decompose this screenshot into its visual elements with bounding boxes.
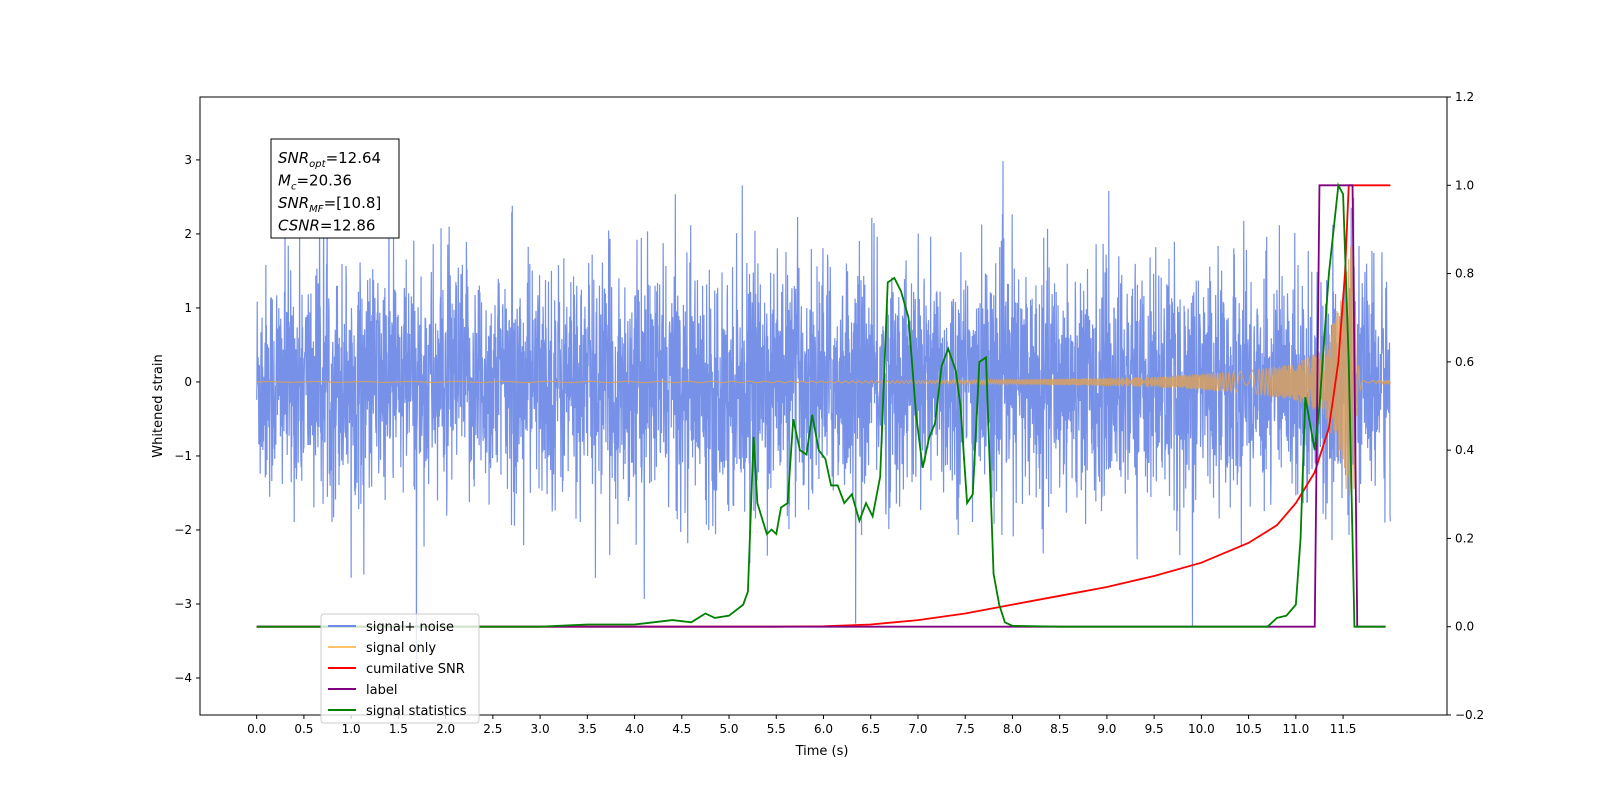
annotation-value: =12.86 bbox=[320, 217, 376, 235]
annotation-line: SNRopt=12.64 bbox=[278, 149, 381, 170]
annotation-frame bbox=[270, 138, 400, 239]
legend-label: signal only bbox=[366, 641, 436, 656]
x-tick-label: 1.0 bbox=[342, 722, 361, 736]
x-tick-label: 10.5 bbox=[1235, 722, 1262, 736]
y-right-tick-label: 1.2 bbox=[1455, 90, 1474, 104]
x-tick-label: 6.0 bbox=[814, 722, 833, 736]
annotation-line: SNRMF=[10.8] bbox=[278, 194, 381, 215]
y-right-tick-label: 0.8 bbox=[1455, 267, 1474, 281]
annotation-symbol: CSNR bbox=[278, 217, 320, 235]
x-tick-label: 8.0 bbox=[1003, 722, 1022, 736]
x-tick-label: 3.0 bbox=[531, 722, 550, 736]
x-tick-label: 2.0 bbox=[436, 722, 455, 736]
x-tick-label: 4.0 bbox=[625, 722, 644, 736]
annotation-value: =20.36 bbox=[296, 172, 352, 190]
series-line-signal-only bbox=[256, 244, 1391, 525]
x-tick-label: 4.5 bbox=[672, 722, 691, 736]
annotation-symbol: SNR bbox=[278, 194, 309, 212]
x-tick-label: 5.5 bbox=[767, 722, 786, 736]
legend-label: cumilative SNR bbox=[366, 662, 465, 677]
annotation-symbol: M bbox=[278, 172, 291, 190]
legend-label: label bbox=[366, 683, 397, 698]
annotation-value: =12.64 bbox=[326, 149, 382, 167]
y-axis-right: 1.2 1.0 0.8 0.6 0.4 0.2 0.0 −0.2 bbox=[1447, 90, 1484, 722]
x-tick-label: 0.5 bbox=[294, 722, 313, 736]
annotation-line: Mc=20.36 bbox=[278, 172, 352, 193]
y-left-tick-label: 1 bbox=[184, 301, 192, 315]
annotation-line: CSNR=12.86 bbox=[278, 217, 375, 235]
series-line-cumulative-snr bbox=[256, 184, 1391, 628]
annotation-subscript: MF bbox=[309, 204, 324, 215]
y-right-tick-label: 0.2 bbox=[1455, 531, 1474, 545]
x-tick-label: 9.5 bbox=[1145, 722, 1164, 736]
y-left-tick-label: 2 bbox=[184, 227, 192, 241]
legend-label: signal statistics bbox=[366, 704, 467, 719]
series-line-signal-noise bbox=[256, 161, 1391, 670]
x-tick-label: 5.0 bbox=[719, 722, 738, 736]
y-left-tick-label: 3 bbox=[184, 153, 192, 167]
x-tick-label: 7.5 bbox=[956, 722, 975, 736]
y-left-tick-label: 0 bbox=[184, 375, 192, 389]
x-tick-label: 6.5 bbox=[861, 722, 880, 736]
x-axis: 0.0 0.5 1.0 1.5 2.0 2.5 3.0 3.5 4.0 4.5 5.0 5.5 6.0 6… bbox=[247, 715, 1356, 736]
legend-label: signal+ noise bbox=[366, 620, 454, 635]
x-tick-label: 11.0 bbox=[1282, 722, 1309, 736]
y-left-tick-label: −4 bbox=[174, 671, 192, 685]
y-axis-left: 3 2 1 0 −1 −2 −3 −4 bbox=[174, 153, 200, 685]
y-right-tick-label: 0.4 bbox=[1455, 443, 1474, 457]
x-tick-label: 3.5 bbox=[578, 722, 597, 736]
legend: signal+ noise signal only cumilative SNR la… bbox=[320, 613, 480, 724]
annotation-value: =[10.8] bbox=[324, 194, 382, 212]
y-left-tick-label: −1 bbox=[174, 449, 192, 463]
y-right-tick-label: 0.0 bbox=[1455, 620, 1474, 634]
x-tick-label: 1.5 bbox=[389, 722, 408, 736]
y-right-tick-label: 0.6 bbox=[1455, 355, 1474, 369]
y-right-tick-label: −0.2 bbox=[1455, 708, 1484, 722]
y-axis-label: Whitened strain bbox=[151, 354, 166, 457]
x-tick-label: 8.5 bbox=[1050, 722, 1069, 736]
y-left-tick-label: −2 bbox=[174, 523, 192, 537]
series-line-signal-statistics bbox=[256, 182, 1386, 628]
x-tick-label: 9.0 bbox=[1097, 722, 1116, 736]
x-tick-label: 10.0 bbox=[1188, 722, 1215, 736]
x-tick-label: 7.0 bbox=[908, 722, 927, 736]
y-right-tick-label: 1.0 bbox=[1455, 178, 1474, 192]
x-tick-label: 11.5 bbox=[1330, 722, 1357, 736]
series-layer bbox=[256, 161, 1391, 670]
y-left-tick-label: −3 bbox=[174, 597, 192, 611]
annotation-symbol: SNR bbox=[278, 149, 309, 167]
x-tick-label: 0.0 bbox=[247, 722, 266, 736]
annotation-box: SNRopt=12.64Mc=20.36SNRMF=[10.8]CSNR=12.… bbox=[270, 138, 400, 239]
annotation-subscript: opt bbox=[309, 159, 326, 170]
x-axis-label: Time (s) bbox=[795, 744, 849, 759]
x-tick-label: 2.5 bbox=[483, 722, 502, 736]
legend-frame bbox=[320, 613, 480, 724]
annotation-subscript: c bbox=[291, 182, 297, 193]
